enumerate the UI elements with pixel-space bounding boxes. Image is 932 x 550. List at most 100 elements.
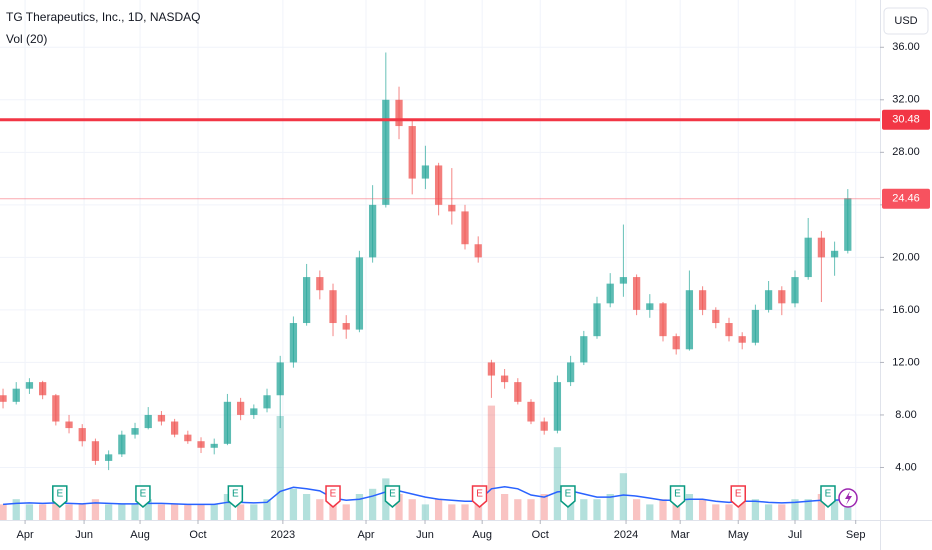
y-tick-label: 12.00 [892, 356, 920, 368]
y-tick-label: 36.00 [892, 41, 920, 53]
candle-body [804, 237, 812, 278]
candle-body [210, 443, 218, 448]
candle-body [25, 382, 34, 389]
volume-bar [395, 494, 403, 520]
earnings-badge [325, 485, 341, 508]
candle-body [830, 250, 839, 258]
candle-body [355, 257, 364, 330]
volume-bar [434, 499, 443, 520]
candle-body [632, 277, 641, 310]
candle-body [712, 309, 720, 324]
volume-bar [329, 499, 337, 520]
candle-body [197, 441, 205, 448]
candle-body [144, 414, 152, 429]
volume-bar [170, 504, 179, 520]
volume-bar [448, 504, 456, 520]
earnings-marker: E [135, 485, 151, 508]
volume-bar [368, 488, 377, 520]
earnings-label: E [56, 489, 63, 500]
volume-bar [144, 499, 152, 520]
candle-body [751, 309, 760, 343]
volume-bar [804, 499, 812, 520]
candle-body [289, 323, 298, 363]
candle-body [157, 414, 166, 422]
volume-bar [223, 494, 232, 520]
candle-body [329, 290, 337, 324]
earnings-badge [52, 485, 68, 508]
axes: 4.008.0012.0016.0020.0024.0028.0032.0036… [17, 41, 930, 541]
candle-body [91, 441, 100, 461]
volume-bar [593, 499, 601, 520]
candle-body [342, 323, 350, 330]
volume-bar [553, 447, 562, 520]
earnings-marker: E [52, 485, 68, 508]
y-tick-label: 28.00 [892, 146, 920, 158]
volume-bar [263, 499, 271, 520]
volume-bar [659, 499, 667, 520]
earnings-label: E [565, 489, 572, 500]
price-label-box [882, 109, 930, 130]
candle-body [105, 454, 113, 461]
candle-body [78, 428, 86, 442]
volume-bar [632, 499, 641, 520]
candle-body [553, 382, 562, 431]
y-tick-label: 16.00 [892, 304, 920, 316]
earnings-badge [560, 485, 576, 508]
candle-body [236, 401, 245, 415]
y-tick-label: 4.00 [895, 461, 916, 473]
earnings-marker: E [384, 485, 401, 508]
volume-bar [25, 504, 34, 520]
volume-bar [830, 499, 839, 520]
earnings-badge [820, 485, 836, 508]
x-tick-label: 2024 [614, 529, 638, 541]
candle-body [514, 382, 522, 402]
candle-body [448, 204, 456, 212]
price-label: 24.46 [892, 193, 920, 205]
candle-body [659, 303, 667, 337]
earnings-label: E [232, 489, 239, 500]
candle-body [844, 198, 852, 251]
price-label-box [882, 188, 930, 209]
volume-bar [342, 504, 350, 520]
earnings-label: E [140, 489, 147, 500]
volume-bar [751, 499, 760, 520]
volume-bar [157, 504, 166, 520]
candle-body [738, 336, 746, 343]
volume-bar [421, 504, 430, 520]
candle-body [52, 395, 60, 422]
candle-body [619, 277, 628, 284]
volume-bar [184, 504, 192, 520]
volume-bar [355, 494, 364, 520]
earnings-label: E [825, 489, 832, 500]
earnings-marker: E [820, 485, 836, 508]
volume-bar [712, 504, 720, 520]
earnings-marker: E [560, 485, 576, 508]
x-tick-label: Jul [788, 529, 802, 541]
candle-body [421, 165, 430, 179]
volume-bar [461, 504, 469, 520]
volume-bar [78, 504, 86, 520]
volume-bar [289, 488, 298, 520]
candle-body [408, 126, 416, 179]
price-lines [0, 118, 880, 200]
x-tick-label: Apr [357, 529, 374, 541]
earnings-label: E [476, 489, 483, 500]
candle-body [527, 401, 535, 422]
volume-bar [580, 499, 588, 520]
currency-button[interactable] [883, 7, 929, 35]
x-tick-label: Sep [846, 529, 866, 541]
volume-bar [316, 499, 324, 520]
x-tick-label: Jun [75, 529, 93, 541]
currency-label[interactable]: USD [894, 15, 917, 27]
volume-bar [210, 504, 218, 520]
candle-body [672, 336, 680, 350]
candle-body [223, 401, 232, 444]
volume-bar [302, 494, 311, 520]
candle-body [382, 99, 390, 205]
volume-bar [250, 504, 258, 520]
candle-body [474, 244, 482, 258]
candle-body [434, 165, 443, 205]
candle-body [764, 290, 773, 310]
x-tick-label: Apr [17, 529, 34, 541]
x-tick-label: Oct [189, 529, 206, 541]
